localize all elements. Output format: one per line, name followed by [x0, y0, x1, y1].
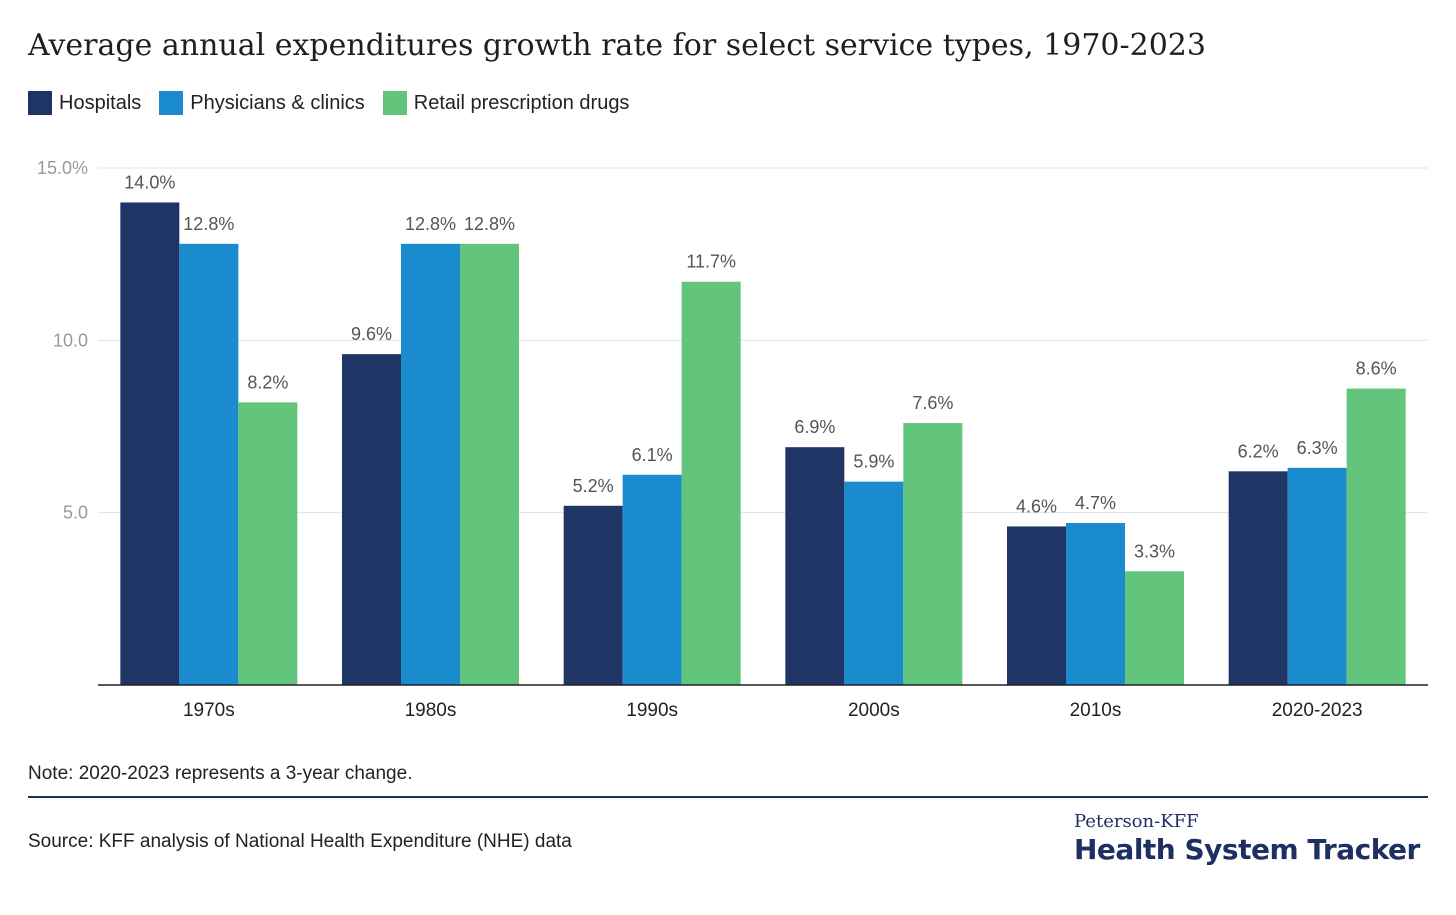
x-tick-label: 1980s	[405, 700, 457, 721]
data-label: 8.6%	[1356, 359, 1397, 379]
bar	[1287, 467, 1347, 685]
x-tick-label: 1990s	[626, 700, 678, 721]
legend-label-retail-drugs: Retail prescription drugs	[413, 91, 630, 114]
data-label: 14.0%	[124, 172, 175, 192]
legend-swatch-physicians	[159, 91, 184, 115]
x-tick-label: 2010s	[1070, 700, 1122, 721]
data-label: 7.6%	[912, 393, 953, 413]
bar-chart: 5.0 10.0 15.0% 14.0% 12.8% 8.2% 1970s 9.6% 12.8%…	[37, 158, 1428, 721]
x-tick-label: 2000s	[848, 700, 900, 721]
bar	[563, 505, 623, 685]
bar	[120, 202, 180, 685]
y-tick-label: 10.0	[53, 330, 88, 350]
bar	[1125, 571, 1184, 685]
legend-label-hospitals: Hospitals	[59, 91, 142, 114]
data-label: 6.9%	[794, 417, 835, 437]
bar	[844, 481, 904, 685]
legend-label-physicians: Physicians & clinics	[190, 91, 365, 114]
bar	[903, 423, 963, 685]
bar	[238, 402, 298, 685]
data-label: 8.2%	[247, 372, 288, 392]
legend-item-hospitals: Hospitals	[28, 91, 141, 115]
legend-item-retail-drugs: Retail prescription drugs	[382, 91, 630, 115]
data-label: 11.7%	[686, 252, 736, 272]
legend: Hospitals Physicians & clinics Retail pr…	[28, 91, 629, 115]
bar	[785, 447, 845, 685]
data-label: 12.8%	[464, 214, 515, 234]
bar	[681, 281, 741, 685]
brand-logo: Peterson-KFF Health System Tracker	[1074, 811, 1420, 866]
data-label: 12.8%	[183, 214, 234, 234]
data-label: 5.2%	[573, 476, 614, 496]
bar	[401, 243, 460, 685]
legend-swatch-retail-drugs	[382, 91, 407, 115]
legend-item-physicians: Physicians & clinics	[159, 91, 365, 115]
chart-note: Note: 2020-2023 represents a 3-year chan…	[28, 763, 413, 784]
data-label: 3.3%	[1134, 541, 1175, 561]
data-label: 12.8%	[405, 214, 456, 234]
y-tick-label: 5.0	[63, 503, 88, 523]
data-label: 9.6%	[351, 324, 392, 344]
bar	[1007, 526, 1066, 685]
data-label: 4.7%	[1075, 493, 1116, 513]
bar	[342, 354, 401, 685]
data-label: 6.2%	[1238, 441, 1279, 461]
bar	[622, 474, 682, 685]
bar	[1228, 471, 1288, 685]
bar	[1066, 523, 1125, 685]
chart-source: Source: KFF analysis of National Health …	[28, 831, 572, 852]
data-label: 5.9%	[853, 452, 894, 472]
bar	[460, 243, 519, 685]
data-label: 4.6%	[1016, 496, 1057, 516]
chart-title: Average annual expenditures growth rate …	[28, 28, 1206, 63]
bar	[1346, 388, 1406, 685]
data-label: 6.1%	[632, 445, 673, 465]
x-tick-label: 2020-2023	[1272, 700, 1363, 721]
data-label: 6.3%	[1297, 438, 1338, 458]
brand-main-text: Health System Tracker	[1074, 833, 1420, 866]
divider	[28, 796, 1428, 798]
bar	[179, 243, 239, 685]
y-tick-label: 15.0%	[37, 158, 88, 178]
legend-swatch-hospitals	[28, 91, 52, 115]
x-tick-label: 1970s	[183, 700, 235, 721]
brand-top-text: Peterson-KFF	[1074, 811, 1199, 832]
